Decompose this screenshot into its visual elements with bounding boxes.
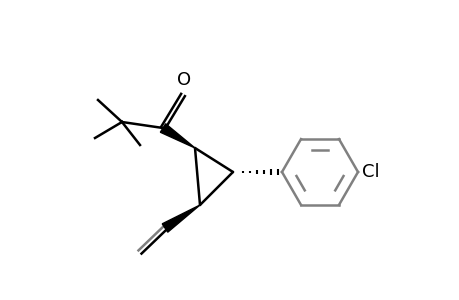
Text: Cl: Cl <box>361 163 379 181</box>
Text: O: O <box>177 71 190 89</box>
Polygon shape <box>162 205 200 232</box>
Polygon shape <box>160 124 195 148</box>
